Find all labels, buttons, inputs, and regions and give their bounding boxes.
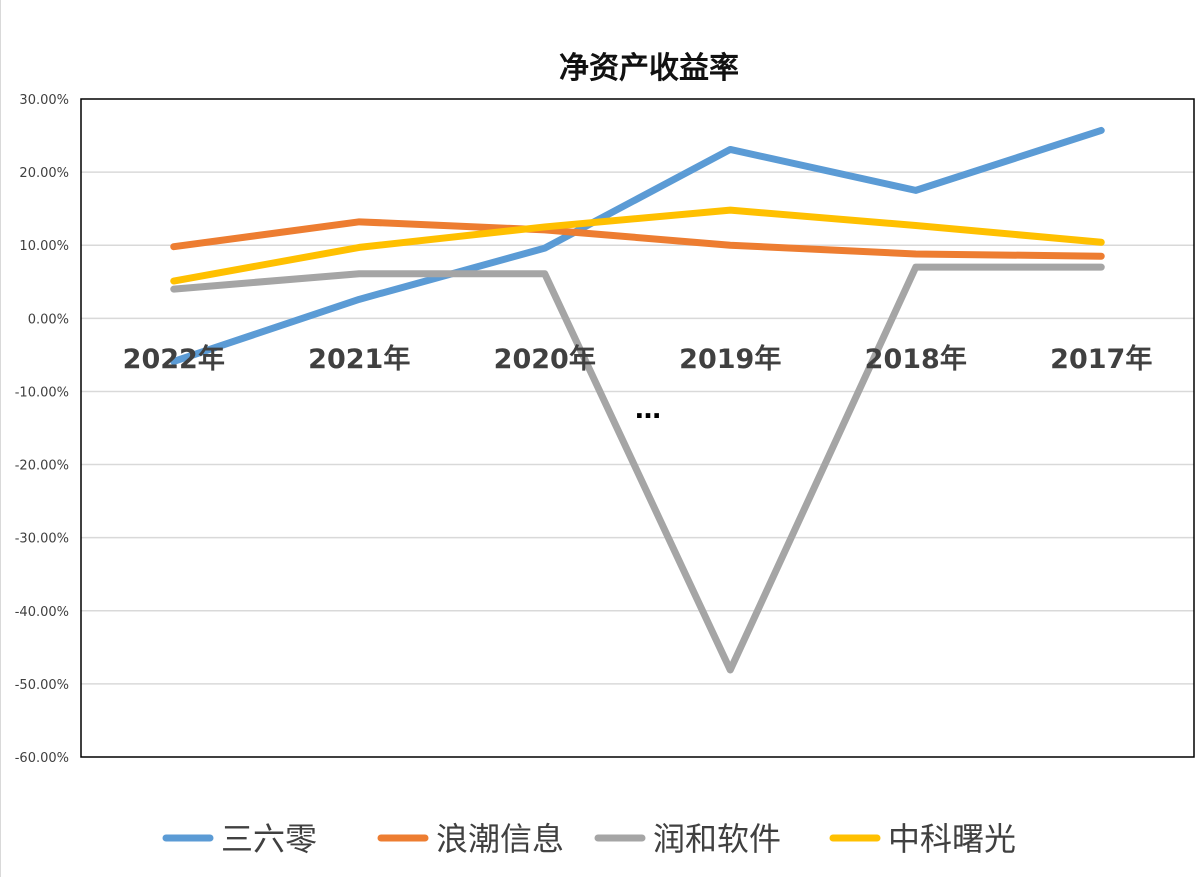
y-tick-label: -20.00% (15, 459, 69, 474)
y-tick-label: -50.00% (15, 678, 69, 693)
x-tick-label: 2022年 (123, 343, 225, 375)
legend-label: 中科曙光 (888, 820, 1016, 858)
x-tick-label: 2018年 (865, 343, 967, 375)
chart-title: 净资产收益率 (559, 51, 739, 86)
series-line-2 (170, 218, 1105, 260)
x-tick-label: 2019年 (679, 343, 781, 375)
x-tick-label: 2017年 (1050, 343, 1152, 375)
y-tick-label: 30.00% (19, 93, 69, 108)
series-line-4 (170, 206, 1105, 285)
y-tick-label: -60.00% (15, 751, 69, 766)
legend-label: 润和软件 (653, 820, 781, 858)
plot-area-border (80, 98, 1195, 758)
x-tick-label: 2021年 (308, 343, 410, 375)
x-tick-label: 2020年 (494, 343, 596, 375)
series-line-1 (170, 126, 1105, 365)
y-tick-label: -30.00% (15, 532, 69, 547)
series-line-3 (170, 263, 1105, 674)
y-tick-label: 10.00% (19, 239, 69, 254)
y-tick-label: 0.00% (28, 312, 69, 327)
annotation-ellipsis: … (635, 395, 661, 425)
y-tick-label: -10.00% (15, 385, 69, 400)
y-tick-label: -40.00% (15, 605, 69, 620)
legend-label: 浪潮信息 (436, 820, 564, 858)
y-tick-label: 20.00% (19, 166, 69, 181)
legend-label: 三六零 (221, 820, 317, 858)
